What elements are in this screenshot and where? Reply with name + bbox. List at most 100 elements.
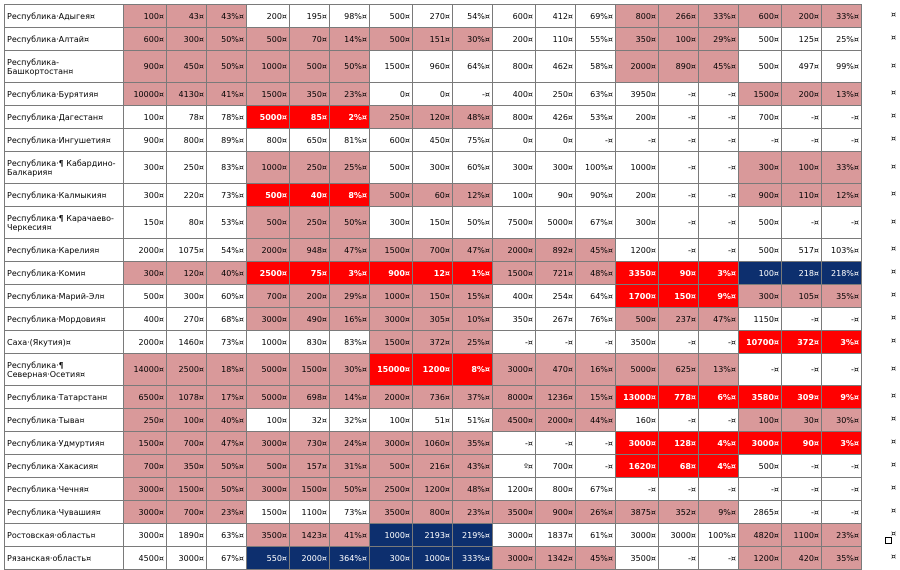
row-end-mark: ¤ [891,267,897,276]
value-cell: 267¤ [535,307,576,331]
value-cell: 778¤ [658,385,699,409]
row-end-mark: ¤ [891,336,897,345]
value-cell: 300¤ [166,27,207,51]
value-cell: 26%¤ [575,500,616,524]
value-cell: 1700¤ [615,284,659,308]
value-cell: 2000¤ [246,238,290,262]
value-cell: 15%¤ [452,284,493,308]
value-cell: -¤ [698,546,739,570]
value-cell: 420¤ [781,546,822,570]
region-name-cell: Ростовская·область¤ [4,523,124,547]
value-cell: 47%¤ [698,307,739,331]
value-cell: 3%¤ [821,330,862,354]
value-cell: -¤ [738,477,782,501]
value-cell: 75%¤ [452,128,493,152]
value-cell: 3950¤ [615,82,659,106]
value-cell: 64%¤ [452,50,493,83]
value-cell: 37%¤ [452,385,493,409]
value-cell: 40%¤ [206,408,247,432]
region-name-cell: Республика·Калмыкия¤ [4,183,124,207]
value-cell: 25%¤ [329,151,370,184]
value-cell: 50%¤ [329,50,370,83]
value-cell: 1500¤ [289,477,330,501]
value-cell: 32%¤ [329,408,370,432]
value-cell: 900¤ [535,500,576,524]
value-cell: 50%¤ [452,206,493,239]
region-name-cell: Республика·Удмуртия¤ [4,431,124,455]
value-cell: -¤ [658,408,699,432]
value-cell: 1000¤ [369,523,413,547]
value-cell: 9%¤ [698,500,739,524]
value-cell: 200¤ [615,105,659,129]
value-cell: 51%¤ [452,408,493,432]
value-cell: 75¤ [289,261,330,285]
value-cell: 45%¤ [575,546,616,570]
value-cell: 14%¤ [329,27,370,51]
table-row: Республика·Алтай¤ 600¤ 300¤ 50%¤ 500¤ 70¤ 14%¤… [4,27,862,51]
value-cell: -¤ [781,477,822,501]
value-cell: 6%¤ [698,385,739,409]
value-cell: 45%¤ [698,50,739,83]
value-cell: 3000¤ [246,477,290,501]
value-cell: 47%¤ [452,238,493,262]
value-cell: 2000¤ [615,50,659,83]
value-cell: 250¤ [369,105,413,129]
value-cell: 24%¤ [329,431,370,455]
region-name-cell: Республика·Бурятия¤ [4,82,124,106]
row-end-mark: ¤ [891,60,897,70]
value-cell: 30¤ [781,408,822,432]
value-cell: 700¤ [535,454,576,478]
value-cell: 81%¤ [329,128,370,152]
table-row: Республика·¶ Кабардино-Балкария¤ 300¤ 250¤… [4,151,862,184]
value-cell: 2500¤ [369,477,413,501]
table-row: Республика·Хакасия¤ 700¤ 350¤ 50%¤ 500¤ 157¤ 3… [4,454,862,478]
value-cell: 300¤ [123,183,167,207]
region-name-cell: Республика·Карелия¤ [4,238,124,262]
value-cell: 150¤ [123,206,167,239]
value-cell: 100¤ [166,408,207,432]
value-cell: -¤ [492,431,536,455]
region-name-cell: Республика·¶ Северная·Осетия¤ [4,353,124,386]
value-cell: 6500¤ [123,385,167,409]
value-cell: 90¤ [658,261,699,285]
value-cell: 350¤ [166,454,207,478]
value-cell: 0¤ [412,82,453,106]
value-cell: 800¤ [615,4,659,28]
value-cell: 900¤ [123,50,167,83]
value-cell: 2193¤ [412,523,453,547]
value-cell: 8000¤ [492,385,536,409]
value-cell: 550¤ [246,546,290,570]
value-cell: 47%¤ [206,431,247,455]
value-cell: -¤ [452,82,493,106]
value-cell: 29%¤ [329,284,370,308]
value-cell: 300¤ [738,284,782,308]
table-row: Рязанская·область¤ 4500¤ 3000¤ 67%¤ 550¤ 2000… [4,546,862,570]
value-cell: 300¤ [535,151,576,184]
region-name-cell: Республика·Татарстан¤ [4,385,124,409]
value-cell: 500¤ [369,183,413,207]
value-cell: 3000¤ [123,523,167,547]
value-cell: 1500¤ [369,238,413,262]
table-row: Республика·¶ Северная·Осетия¤ 14000¤ 2500¤… [4,353,862,386]
value-cell: 110¤ [535,27,576,51]
value-cell: 1620¤ [615,454,659,478]
value-cell: 300¤ [166,284,207,308]
value-cell: 372¤ [412,330,453,354]
value-cell: 1100¤ [781,523,822,547]
row-end-mark: ¤ [891,244,897,253]
value-cell: 500¤ [369,454,413,478]
region-name-cell: Республика·Коми¤ [4,261,124,285]
table-row: Ростовская·область¤ 3000¤ 1890¤ 63%¤ 3500¤ 14… [4,523,862,547]
value-cell: 2000¤ [289,546,330,570]
value-cell: 500¤ [369,27,413,51]
row-end-mark: ¤ [891,161,897,171]
value-cell: 50%¤ [206,27,247,51]
value-cell: 85¤ [289,105,330,129]
value-cell: -¤ [698,128,739,152]
value-cell: 237¤ [658,307,699,331]
row-end-mark: ¤ [891,134,897,143]
region-name-cell: Республика·Чечня¤ [4,477,124,501]
value-cell: 250¤ [123,408,167,432]
value-cell: 70¤ [289,27,330,51]
value-cell: 125¤ [781,27,822,51]
